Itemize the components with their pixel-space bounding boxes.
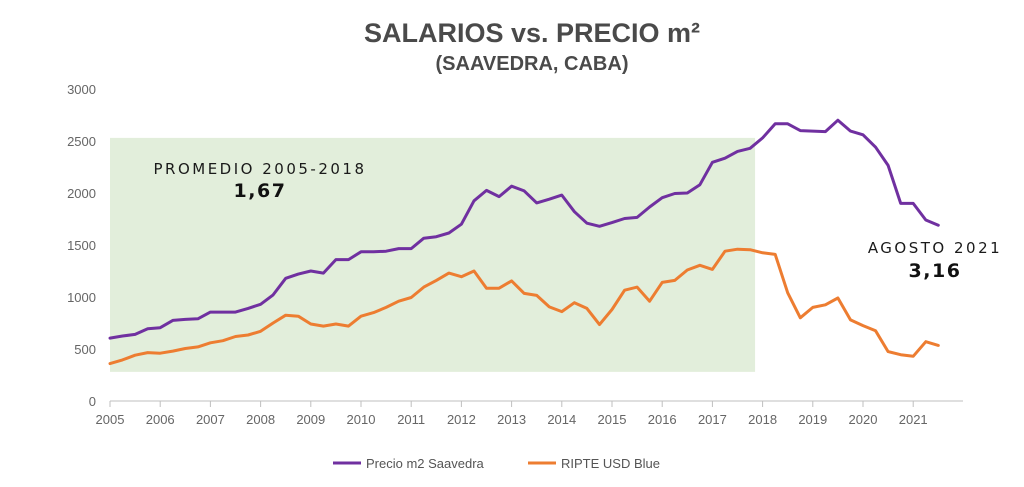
chart-title: SALARIOS vs. PRECIO m² — [364, 18, 700, 48]
y-tick-label: 1500 — [67, 238, 96, 253]
series-line-ripte-usd-blue — [108, 247, 940, 366]
x-tick-label: 2012 — [447, 412, 476, 427]
x-tick-label: 2013 — [497, 412, 526, 427]
x-tick-label: 2009 — [296, 412, 325, 427]
legend-label-precio: Precio m2 Saavedra — [366, 456, 485, 471]
y-axis: 0 500 1000 1500 2000 2500 3000 — [67, 82, 96, 409]
x-tick-label: 2020 — [849, 412, 878, 427]
legend-label-ripte: RIPTE USD Blue — [561, 456, 660, 471]
x-tick-label: 2018 — [748, 412, 777, 427]
annotation-average-value: 1,67 — [234, 180, 287, 202]
highlight-range-band — [110, 137, 756, 372]
x-tick-label: 2017 — [698, 412, 727, 427]
legend: Precio m2 Saavedra RIPTE USD Blue — [333, 456, 660, 471]
annotation-average-label: PROMEDIO 2005-2018 — [153, 160, 366, 178]
x-tick-label: 2007 — [196, 412, 225, 427]
series-line-precio-m2-saavedra — [108, 118, 940, 340]
x-tick-label: 2014 — [547, 412, 576, 427]
x-axis: 2005 2006 2007 2008 2009 2010 2011 2012 2013 2014… — [96, 401, 928, 427]
x-tick-label: 2005 — [96, 412, 125, 427]
x-tick-label: 2016 — [648, 412, 677, 427]
y-tick-label: 2000 — [67, 186, 96, 201]
series-lines — [108, 118, 940, 366]
y-tick-label: 3000 — [67, 82, 96, 97]
x-tick-label: 2015 — [598, 412, 627, 427]
y-tick-label: 0 — [89, 394, 96, 409]
x-tick-label: 2011 — [397, 412, 425, 427]
x-tick-label: 2021 — [899, 412, 928, 427]
annotation-latest-label: AGOSTO 2021 — [868, 239, 1002, 257]
x-tick-label: 2008 — [246, 412, 275, 427]
y-tick-label: 1000 — [67, 290, 96, 305]
y-tick-label: 2500 — [67, 134, 96, 149]
annotation-latest-value: 3,16 — [909, 260, 962, 282]
y-tick-label: 500 — [74, 342, 96, 357]
chart-subtitle: (SAAVEDRA, CABA) — [436, 53, 629, 75]
x-tick-label: 2010 — [347, 412, 376, 427]
x-tick-label: 2019 — [798, 412, 827, 427]
x-tick-label: 2006 — [146, 412, 175, 427]
